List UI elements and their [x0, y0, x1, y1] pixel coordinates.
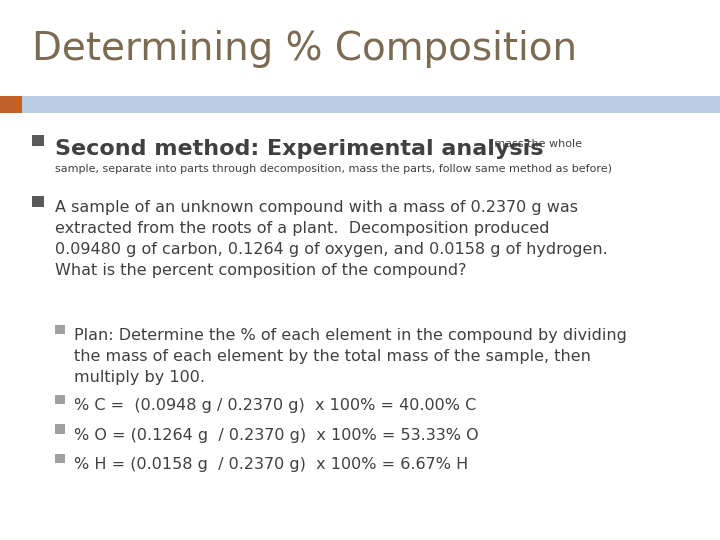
Text: % H = (0.0158 g  / 0.2370 g)  x 100% = 6.67% H: % H = (0.0158 g / 0.2370 g) x 100% = 6.6…: [74, 457, 469, 472]
Bar: [55, 424, 65, 434]
Bar: [0, 96, 22, 113]
Text: sample, separate into parts through decomposition, mass the parts, follow same m: sample, separate into parts through deco…: [55, 164, 613, 174]
Text: Plan: Determine the % of each element in the compound by dividing
the mass of ea: Plan: Determine the % of each element in…: [74, 328, 627, 385]
Text: Determining % Composition: Determining % Composition: [32, 30, 577, 68]
Text: % O = (0.1264 g  / 0.2370 g)  x 100% = 53.33% O: % O = (0.1264 g / 0.2370 g) x 100% = 53.…: [74, 428, 479, 443]
Text: (mass the whole: (mass the whole: [490, 139, 582, 149]
Text: Second method: Experimental analysis: Second method: Experimental analysis: [55, 139, 544, 159]
Bar: [55, 395, 65, 404]
Bar: [55, 454, 65, 463]
Bar: [32, 135, 44, 146]
Text: % C =  (0.0948 g / 0.2370 g)  x 100% = 40.00% C: % C = (0.0948 g / 0.2370 g) x 100% = 40.…: [74, 398, 477, 413]
Bar: [32, 196, 44, 207]
Bar: [55, 325, 65, 334]
Text: A sample of an unknown compound with a mass of 0.2370 g was
extracted from the r: A sample of an unknown compound with a m…: [55, 200, 608, 278]
Bar: [0, 96, 720, 113]
